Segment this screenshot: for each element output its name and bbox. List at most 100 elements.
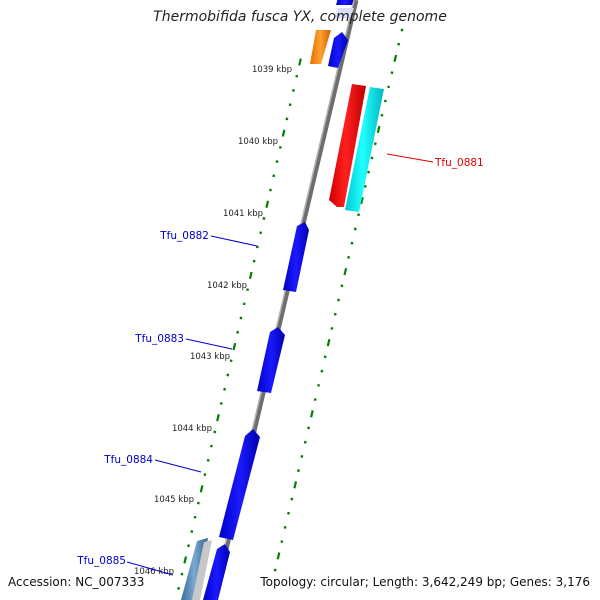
gene-tfu-0881-red[interactable] <box>329 84 366 207</box>
inner-track-minor-tick <box>288 103 292 107</box>
kbp-label-1046: 1046 kbp <box>134 567 174 577</box>
outer-track-minor-tick <box>280 540 284 544</box>
outer-track-minor-tick <box>380 113 384 117</box>
gene-tfu-0882[interactable] <box>283 222 309 292</box>
outer-track-minor-tick <box>337 298 340 302</box>
inner-track-minor-tick <box>223 387 227 391</box>
inner-track-major-tick <box>281 129 286 137</box>
gene-leader-lines <box>126 153 434 576</box>
outer-track-minor-tick <box>347 255 351 259</box>
position-ticks <box>177 28 404 590</box>
inner-track-minor-tick <box>278 145 282 149</box>
gene-label-tfu-0885[interactable]: Tfu_0885 <box>76 555 126 567</box>
inner-track-major-tick <box>232 342 237 351</box>
outer-track-minor-tick <box>333 312 337 316</box>
inner-track-minor-tick <box>295 74 299 78</box>
outer-track-minor-tick <box>373 142 377 146</box>
gene-blue-1039[interactable] <box>328 32 348 68</box>
inner-track-minor-tick <box>213 430 217 434</box>
outer-track-minor-tick <box>340 284 344 288</box>
outer-track-minor-tick <box>320 369 324 373</box>
inner-track-minor-tick <box>203 473 207 477</box>
outer-track-minor-tick <box>350 241 354 245</box>
gene-label-tfu-0884[interactable]: Tfu_0884 <box>103 454 153 466</box>
outer-track-minor-tick <box>287 511 290 515</box>
gene-tfu-0881-cyan[interactable] <box>345 87 384 212</box>
outer-track-major-tick <box>276 552 281 560</box>
inner-track-minor-tick <box>239 316 243 320</box>
outer-track-major-tick <box>376 125 381 134</box>
gene-tfu-0883[interactable] <box>257 327 285 393</box>
inner-track-minor-tick <box>226 373 230 377</box>
map-title: Thermobifida fusca YX, complete genome <box>153 9 447 25</box>
outer-track-major-tick <box>343 267 348 276</box>
inner-track-minor-tick <box>259 231 263 235</box>
inner-track-minor-tick <box>193 515 197 519</box>
inner-track-minor-tick <box>285 117 289 121</box>
outer-track-minor-tick <box>307 426 310 430</box>
outer-track-major-tick <box>310 410 314 418</box>
outer-track-minor-tick <box>353 227 357 231</box>
outer-track-minor-tick <box>397 42 401 46</box>
outer-track-minor-tick <box>323 355 327 359</box>
kbp-label-1045: 1045 kbp <box>154 495 194 505</box>
outer-track-minor-tick <box>390 71 394 75</box>
outer-track-minor-tick <box>400 28 404 32</box>
gene-label-tfu-0882[interactable]: Tfu_0882 <box>159 230 209 242</box>
gene-top-pale[interactable] <box>334 8 354 18</box>
inner-track-minor-tick <box>180 572 184 576</box>
inner-track-major-tick <box>298 58 302 66</box>
inner-track-minor-tick <box>177 586 181 590</box>
outer-track-minor-tick <box>387 85 391 89</box>
outer-track-minor-tick <box>303 440 307 444</box>
inner-track-minor-tick <box>252 259 256 263</box>
outer-track-minor-tick <box>290 497 294 501</box>
inner-track-major-tick <box>183 556 188 564</box>
outer-track-minor-tick <box>330 326 334 330</box>
outer-track-minor-tick <box>317 383 320 387</box>
outer-track-minor-tick <box>300 454 304 458</box>
kbp-label-1043: 1043 kbp <box>190 352 230 362</box>
gene-label-tfu-0881[interactable]: Tfu_0881 <box>434 157 484 169</box>
outer-track-minor-tick <box>283 526 287 529</box>
inner-track-minor-tick <box>292 89 295 92</box>
gene-tfu-0885-pale[interactable] <box>192 540 212 600</box>
inner-track-minor-tick <box>269 188 272 192</box>
inner-track-minor-tick <box>190 530 194 533</box>
gene-top-partial[interactable] <box>336 0 354 5</box>
gene-labels: Tfu_0881 Tfu_0882 Tfu_0883 Tfu_0884 Tfu_… <box>76 157 484 567</box>
kbp-label-1039: 1039 kbp <box>252 65 292 75</box>
outer-track-minor-tick <box>370 156 374 160</box>
inner-track-minor-tick <box>272 174 276 178</box>
kbp-label-1042: 1042 kbp <box>207 281 247 291</box>
gene-orange[interactable] <box>310 30 331 64</box>
gene-features <box>181 0 384 600</box>
inner-track-minor-tick <box>229 359 233 363</box>
inner-track-minor-tick <box>275 160 279 164</box>
gene-bottom-blue[interactable] <box>203 544 230 600</box>
inner-track-major-tick <box>216 414 220 422</box>
outer-track-minor-tick <box>297 469 300 473</box>
inner-track-minor-tick <box>246 288 249 292</box>
inner-track-minor-tick <box>262 217 266 220</box>
outer-track-minor-tick <box>383 99 387 103</box>
gene-label-tfu-0883[interactable]: Tfu_0883 <box>134 333 184 345</box>
outer-track-minor-tick <box>363 184 367 188</box>
inner-track-major-tick <box>199 485 204 493</box>
gene-tfu-0884[interactable] <box>219 429 260 540</box>
inner-track-minor-tick <box>242 302 246 306</box>
kbp-label-1044: 1044 kbp <box>172 424 212 434</box>
outer-track-minor-tick <box>357 213 361 217</box>
outer-track-minor-tick <box>367 170 371 174</box>
kbp-label-1040: 1040 kbp <box>238 137 278 147</box>
inner-track-major-tick <box>265 200 270 208</box>
gene-tfu-0885[interactable] <box>181 538 208 600</box>
inner-track-minor-tick <box>255 245 259 249</box>
inner-track-minor-tick <box>206 458 210 462</box>
genome-summary-text: Topology: circular; Length: 3,642,249 bp… <box>260 575 590 589</box>
outer-track-major-tick <box>360 196 364 205</box>
accession-text: Accession: NC_007333 <box>8 575 145 589</box>
outer-track-major-tick <box>293 481 298 489</box>
outer-track-major-tick <box>393 54 398 63</box>
